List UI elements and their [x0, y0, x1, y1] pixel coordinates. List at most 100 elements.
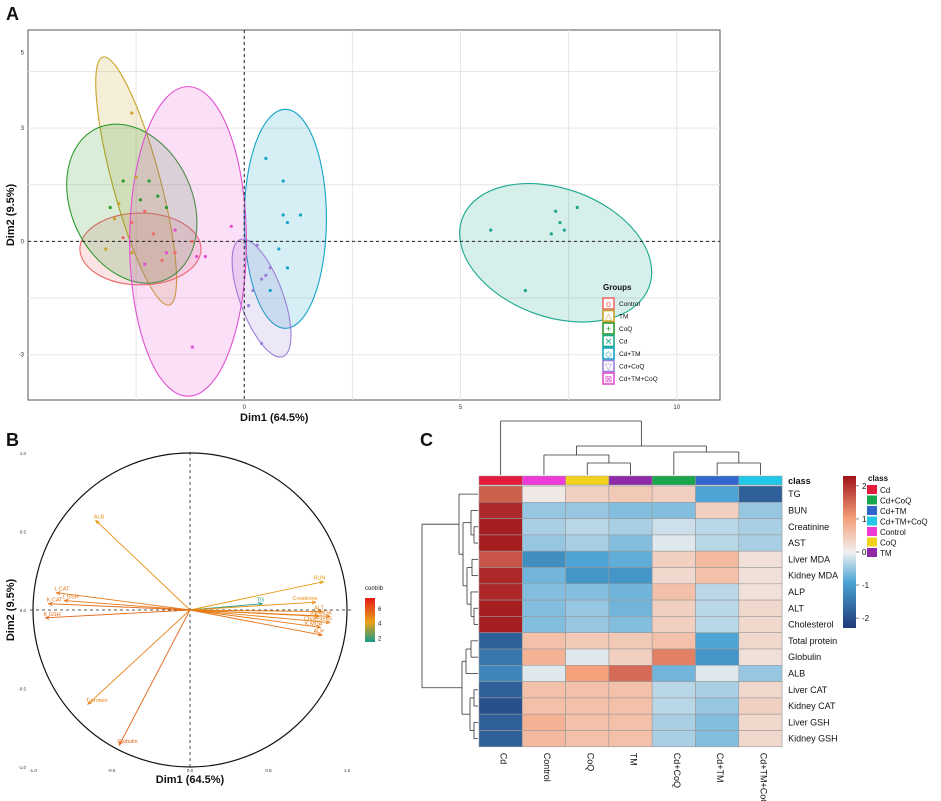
heatmap-cell — [651, 664, 696, 682]
point-cd — [489, 228, 493, 232]
heatmap-cell — [738, 713, 783, 731]
variable-arrowhead — [319, 580, 325, 585]
heatmap-cell — [738, 518, 783, 536]
heatmap-cell — [565, 713, 610, 731]
panel-b-ytick: 0.5 — [20, 530, 27, 535]
variable-arrow — [189, 609, 330, 624]
ellipse-control — [79, 212, 202, 286]
heatmap-cell — [478, 632, 523, 650]
variable-arrowhead — [44, 615, 50, 620]
heatmap-row-label: Cholesterol — [788, 620, 834, 630]
variable-arrow — [64, 600, 191, 611]
point-coq — [138, 198, 143, 202]
heatmap-cell — [608, 697, 653, 715]
heatmap-cell — [478, 648, 523, 666]
heatmap-cell — [478, 599, 523, 617]
heatmap-col-label: Cd+TM+CoQ — [758, 753, 768, 801]
variable-arrow — [189, 609, 321, 628]
heatmap-cell — [608, 550, 653, 568]
variable-arrow — [189, 609, 322, 613]
heatmap-cell — [738, 632, 783, 650]
heatmap-cell — [651, 599, 696, 617]
variable-arrowhead — [63, 598, 69, 603]
heatmap-cell — [565, 599, 610, 617]
variable-arrow — [48, 603, 191, 611]
legend-label-cdtmcoq: Cd+TM+CoQ — [619, 376, 658, 383]
class-bar-cell — [608, 475, 653, 486]
heatmap-row-label: TG — [788, 489, 801, 499]
legend-glyph-coq: + — [606, 324, 611, 334]
contrib-tick: 4 — [378, 622, 382, 628]
legend-glyph-cd: ✕ — [605, 337, 613, 347]
point-cd — [549, 232, 553, 236]
variable-label: Creatinine — [293, 596, 318, 602]
heat-colorbar-tick: 1 — [862, 515, 867, 524]
legend-key-control — [602, 297, 615, 310]
heatmap-cell — [521, 616, 566, 634]
contrib-legend-title: contrib — [365, 586, 384, 592]
point-cdcoq — [264, 273, 268, 278]
heatmap-cell — [478, 550, 523, 568]
heatmap-row-label: Kidney CAT — [788, 701, 836, 711]
heatmap-row-label: Liver GSH — [788, 717, 830, 727]
heatmap-cell — [738, 616, 783, 634]
heatmap-cell — [565, 485, 610, 503]
heatmap-cell — [478, 730, 523, 748]
heatmap-cell — [651, 697, 696, 715]
heatmap-cell — [565, 501, 610, 519]
ellipse-cd — [459, 182, 653, 323]
heat-colorbar — [843, 476, 856, 628]
heatmap-row-label: BUN — [788, 505, 807, 515]
class-legend-label: Cd+TM — [880, 507, 907, 516]
heatmap-cell — [651, 681, 696, 699]
heatmap-cell — [695, 648, 740, 666]
heatmap-cell — [608, 616, 653, 634]
point-control — [121, 236, 125, 240]
heatmap-cell — [695, 697, 740, 715]
heatmap-cell — [521, 697, 566, 715]
variable-label: L MDA — [315, 610, 332, 616]
heatmap-cell — [565, 730, 610, 748]
variable-arrow — [189, 581, 324, 611]
row-dendrogram — [421, 493, 478, 740]
heatmap-cell — [521, 485, 566, 503]
panel-b-ytick: 0.0 — [20, 608, 27, 613]
heatmap-cell — [608, 534, 653, 552]
ellipse-tm — [95, 56, 178, 306]
heatmap-cell — [478, 697, 523, 715]
class-legend-swatch — [867, 506, 877, 515]
point-coq — [156, 194, 160, 198]
heatmap-cell — [738, 583, 783, 601]
point-cd — [558, 220, 562, 225]
heatmap-cell — [651, 730, 696, 748]
point-control — [130, 220, 134, 225]
variable-arrowhead — [87, 700, 92, 705]
variable-arrow — [87, 609, 191, 705]
point-cdtm — [298, 213, 303, 217]
legend-key-cdtmcoq — [602, 372, 615, 385]
variable-arrowhead — [317, 632, 324, 637]
heatmap-cell — [651, 534, 696, 552]
variable-arrowhead — [314, 614, 320, 619]
heatmap-cell — [608, 681, 653, 699]
heatmap-cell — [521, 632, 566, 650]
class-bar-cell — [522, 475, 566, 486]
heatmap-cell — [478, 518, 523, 536]
panel-b-xlabel: Dim1 (64.5%) — [156, 774, 225, 786]
point-cdtm — [277, 247, 281, 251]
legend-label-control: Control — [619, 301, 641, 308]
legend-key-cdcoq — [602, 359, 615, 373]
panel-b-xtick: -0.5 — [108, 768, 116, 773]
point-coq — [108, 205, 112, 210]
heatmap-cell — [651, 501, 696, 519]
variable-arrowhead — [47, 601, 53, 606]
point-tm — [130, 111, 134, 115]
point-cdcoq — [255, 243, 259, 247]
point-cdtmcoq — [164, 251, 168, 255]
class-bar-cell — [695, 475, 740, 486]
variable-label: BUN — [314, 576, 326, 582]
heatmap-cell — [651, 648, 696, 666]
point-coq — [121, 179, 125, 183]
heatmap-row-label: Liver MDA — [788, 554, 830, 564]
heatmap-cell — [608, 583, 653, 601]
